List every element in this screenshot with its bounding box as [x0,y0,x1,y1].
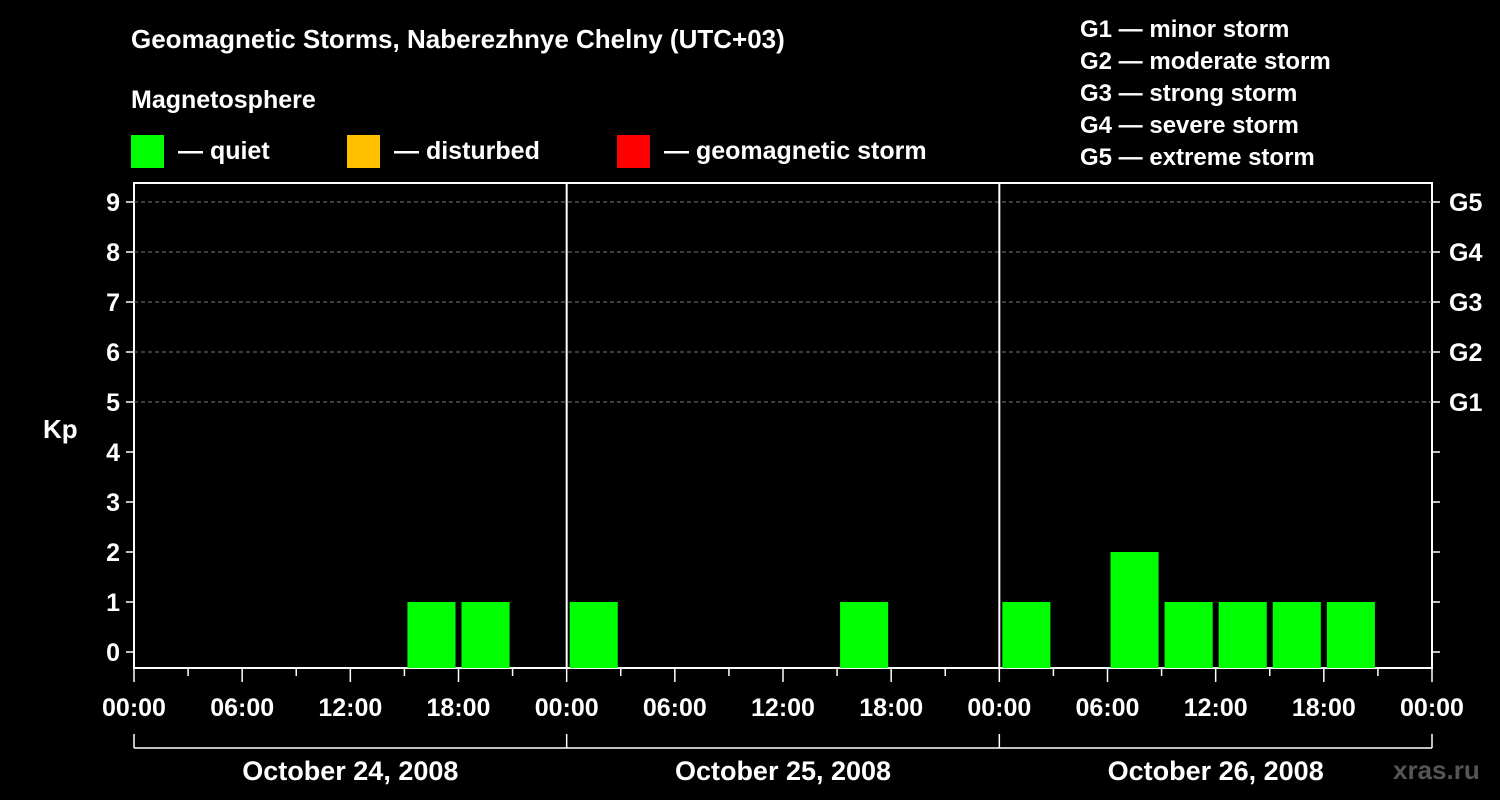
legend-label-quiet: — quiet [178,136,270,165]
legend-item-disturbed: — disturbed [347,134,540,168]
y-tick-label: 4 [106,439,120,467]
x-tick-label: 00:00 [535,694,599,722]
x-tick-label: 12:00 [1184,694,1248,722]
kp-bar [1110,552,1159,668]
storm-scale-g1: G1 — minor storm [1080,16,1290,43]
date-label: October 24, 2008 [242,756,458,786]
x-tick-label: 00:00 [1400,694,1464,722]
x-tick-label: 06:00 [643,694,707,722]
kp-bar [1002,602,1051,668]
g-scale-label: G3 [1449,289,1482,317]
x-tick-label: 12:00 [318,694,382,722]
legend-label-storm: — geomagnetic storm [664,136,927,165]
y-axis-label: Kp [43,414,78,444]
x-tick-label: 00:00 [967,694,1031,722]
g-scale-label: G4 [1449,239,1482,267]
storm-scale-g2: G2 — moderate storm [1080,48,1331,75]
legend-heading: Magnetosphere [131,86,316,114]
x-tick-label: 06:00 [1076,694,1140,722]
kp-bar [407,602,456,668]
legend-swatch-storm [617,134,650,168]
chart-title: Geomagnetic Storms, Naberezhnye Chelny (… [131,24,785,54]
legend-label-disturbed: — disturbed [394,136,540,165]
y-tick-label: 7 [106,289,120,317]
g-scale-label: G5 [1449,189,1482,217]
kp-bar [461,602,510,668]
storm-scale-g4: G4 — severe storm [1080,112,1299,139]
g-scale-label: G1 [1449,389,1482,417]
kp-bar [1218,602,1267,668]
y-tick-label: 5 [106,389,120,417]
y-tick-label: 1 [106,589,120,617]
legend-swatch-disturbed [347,134,380,168]
kp-bar [1164,602,1213,668]
y-tick-label: 0 [106,639,120,667]
storm-scale-g3: G3 — strong storm [1080,80,1298,107]
x-tick-label: 06:00 [210,694,274,722]
watermark: xras.ru [1393,755,1480,785]
g-scale-label: G2 [1449,339,1482,367]
x-tick-label: 12:00 [751,694,815,722]
kp-bar [569,602,618,668]
plot-frame [133,182,1433,669]
kp-bar [1326,602,1375,668]
legend-swatch-quiet [131,134,164,168]
kp-bar [840,602,889,668]
x-tick-label: 18:00 [1292,694,1356,722]
x-tick-label: 18:00 [859,694,923,722]
y-tick-label: 8 [106,239,120,267]
y-tick-label: 2 [106,539,120,567]
y-tick-label: 6 [106,339,120,367]
y-tick-label: 3 [106,489,120,517]
date-label: October 26, 2008 [1108,756,1324,786]
storm-scale-list: G1 — minor storm G2 — moderate storm G3 … [1080,14,1331,174]
legend-item-quiet: — quiet [131,134,270,168]
legend-item-storm: — geomagnetic storm [617,134,927,168]
x-tick-label: 18:00 [427,694,491,722]
kp-bar [1272,602,1321,668]
storm-scale-g5: G5 — extreme storm [1080,144,1315,171]
y-tick-label: 9 [106,189,120,217]
x-tick-label: 00:00 [102,694,166,722]
date-label: October 25, 2008 [675,756,891,786]
